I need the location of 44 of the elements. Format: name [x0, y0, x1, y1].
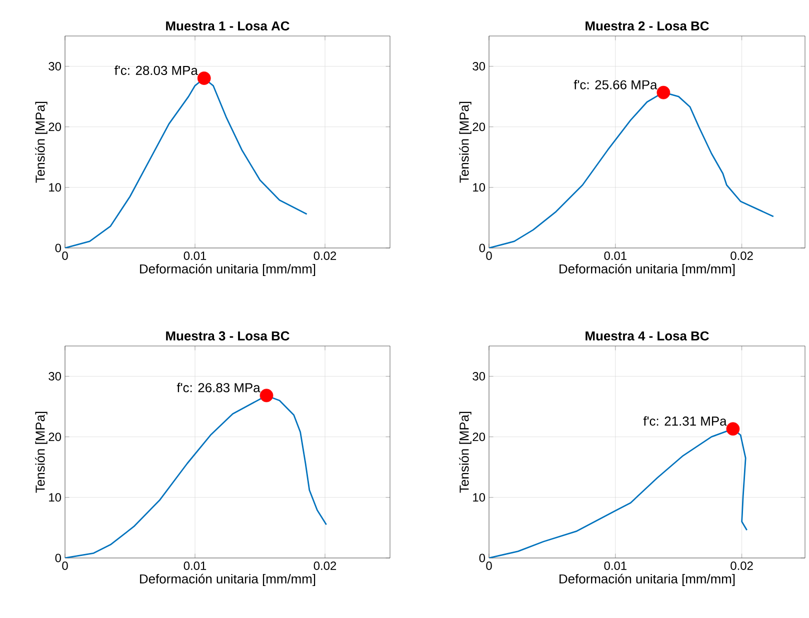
y-tick-label: 0 — [55, 554, 62, 562]
y-tick-label: 20 — [472, 432, 486, 442]
x-tick-label: 0.01 — [184, 252, 206, 260]
annotation: f'c: 26.83 MPa — [176, 382, 260, 392]
x-tick-label: 0.01 — [604, 252, 626, 260]
chart-title: Muestra 4 - Losa BC — [586, 331, 709, 340]
x-tick-label: 0.01 — [604, 562, 626, 570]
x-axis-title: Deformación unitaria [mm/mm] — [140, 574, 316, 586]
annotation: f'c: 21.31 MPa — [643, 416, 727, 426]
x-tick-label: 0 — [62, 562, 68, 570]
y-tick-label: 10 — [49, 493, 62, 502]
annotation: f'c: 28.03 MPa — [114, 66, 198, 76]
x-tick-label: 0.02 — [730, 562, 753, 570]
y-tick-label: 10 — [49, 183, 62, 192]
y-tick-label: 10 — [473, 493, 486, 502]
y-tick-label: 0 — [479, 554, 486, 562]
chart-title: Muestra 3 - Losa BC — [166, 331, 290, 340]
y-tick-label: 20 — [48, 122, 62, 132]
y-tick-label: 30 — [472, 372, 486, 380]
x-tick-label: 0.02 — [730, 252, 753, 260]
y-tick-label: 30 — [48, 372, 62, 380]
y-tick-label: 30 — [48, 62, 62, 70]
x-axis-title: Deformación unitaria [mm/mm] — [560, 264, 735, 276]
x-tick-label: 0 — [486, 252, 492, 260]
y-axis-title: Tensión [MPa] — [35, 102, 48, 183]
chart-title: Muestra 1 - Losa AC — [166, 21, 290, 30]
y-axis-title: Tensión [MPa] — [459, 412, 472, 493]
y-axis-title: Tensión [MPa] — [459, 102, 472, 183]
x-axis-title: Deformación unitaria [mm/mm] — [560, 574, 735, 586]
chart-title: Muestra 2 - Losa BC — [586, 21, 709, 30]
y-tick-label: 20 — [472, 122, 486, 132]
y-tick-label: 0 — [479, 244, 486, 252]
y-tick-label: 20 — [48, 432, 62, 442]
annotation: f'c: 25.66 MPa — [574, 80, 658, 90]
y-axis-title: Tensión [MPa] — [35, 412, 48, 493]
x-tick-label: 0.02 — [314, 252, 336, 260]
y-tick-label: 10 — [473, 183, 486, 192]
x-axis-title: Deformación unitaria [mm/mm] — [140, 264, 316, 276]
x-tick-label: 0 — [62, 252, 68, 260]
y-tick-label: 30 — [472, 62, 486, 70]
x-tick-label: 0 — [486, 562, 492, 570]
y-tick-label: 0 — [55, 244, 62, 252]
x-tick-label: 0.01 — [184, 562, 206, 570]
x-tick-label: 0.02 — [314, 562, 336, 570]
